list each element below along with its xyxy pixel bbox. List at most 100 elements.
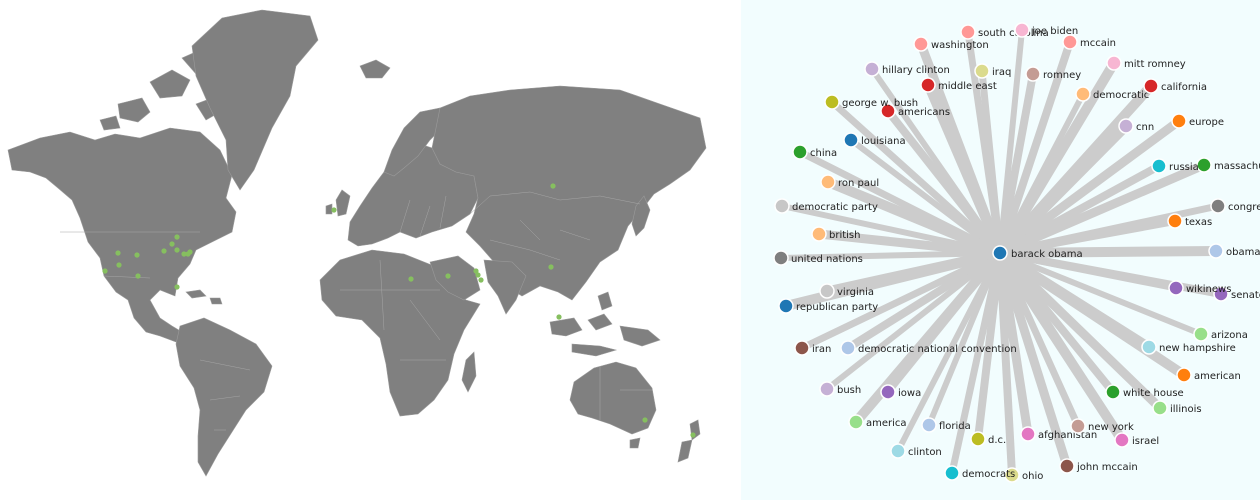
node-circle-china[interactable] [792,144,808,160]
node-circle-clinton[interactable] [890,443,906,459]
node-circle-south-carolina[interactable] [960,24,976,40]
node-circle-russia[interactable] [1151,158,1167,174]
location-dot-new-zealand[interactable] [690,432,696,438]
node-california[interactable]: california [1143,78,1207,94]
node-europe[interactable]: europe [1171,113,1224,129]
node-democratic-national-convention[interactable]: democratic national convention [840,340,1017,356]
node-circle-democratic[interactable] [1075,86,1091,102]
node-afghanistan[interactable]: afghanistan [1020,426,1097,442]
location-dot-united-states[interactable] [134,252,140,258]
location-dot-australia[interactable] [642,417,648,423]
node-iraq[interactable]: iraq [974,63,1011,79]
node-circle-united-nations[interactable] [773,250,789,266]
node-circle-florida[interactable] [921,417,937,433]
node-israel[interactable]: israel [1114,432,1159,448]
node-bush[interactable]: bush [819,381,861,397]
location-dot-united-states[interactable] [174,234,180,240]
location-dot-united-states[interactable] [187,249,193,255]
node-circle-texas[interactable] [1167,213,1183,229]
node-arizona[interactable]: arizona [1193,326,1248,342]
center-node-circle[interactable] [992,245,1008,261]
node-circle-hillary-clinton[interactable] [864,61,880,77]
node-circle-bush[interactable] [819,381,835,397]
node-illinois[interactable]: illinois [1152,400,1202,416]
location-dot-china[interactable] [548,264,554,270]
node-democrats[interactable]: democrats [944,465,1015,481]
location-dot-united-states[interactable] [174,247,180,253]
world-map[interactable] [0,0,740,500]
node-louisiana[interactable]: louisiana [843,132,906,148]
location-dot-united-states[interactable] [115,250,121,256]
node-washington[interactable]: washington [913,36,989,52]
node-circle-george-w-bush[interactable] [824,94,840,110]
location-dot-russia[interactable] [550,183,556,189]
node-circle-new-york[interactable] [1070,418,1086,434]
node-circle-mccain[interactable] [1062,34,1078,50]
node-ron-paul[interactable]: ron paul [820,174,879,190]
node-circle-israel[interactable] [1114,432,1130,448]
node-circle-california[interactable] [1143,78,1159,94]
location-dot-united-states[interactable] [116,262,122,268]
node-circle-middle-east[interactable] [920,77,936,93]
node-circle-mitt-romney[interactable] [1106,55,1122,71]
node-circle-d-c[interactable] [970,431,986,447]
node-new-york[interactable]: new york [1070,418,1134,434]
node-john-mccain[interactable]: john mccain [1059,458,1138,474]
node-circle-congress[interactable] [1210,198,1226,214]
node-china[interactable]: china [792,144,837,160]
node-mitt-romney[interactable]: mitt romney [1106,55,1186,71]
location-dot-vietnam[interactable] [556,314,562,320]
node-new-hampshire[interactable]: new hampshire [1141,339,1236,355]
node-circle-new-hampshire[interactable] [1141,339,1157,355]
node-mccain[interactable]: mccain [1062,34,1116,50]
node-d-c[interactable]: d.c. [970,431,1006,447]
node-joe-biden[interactable]: joe biden [1014,22,1078,38]
node-congress[interactable]: congress [1210,198,1260,214]
location-dot-iraq[interactable] [445,273,451,279]
node-hillary-clinton[interactable]: hillary clinton [864,61,950,77]
node-virginia[interactable]: virginia [819,283,874,299]
node-circle-white-house[interactable] [1105,384,1121,400]
center-node[interactable]: barack obama [992,245,1083,261]
node-circle-cnn[interactable] [1118,118,1134,134]
node-wikinews[interactable]: wikinews [1168,280,1231,296]
location-dot-united-states[interactable] [161,248,167,254]
location-dot-united-states[interactable] [181,251,187,257]
node-circle-americans[interactable] [880,103,896,119]
node-circle-iowa[interactable] [880,384,896,400]
node-clinton[interactable]: clinton [890,443,942,459]
node-america[interactable]: america [848,414,907,430]
node-white-house[interactable]: white house [1105,384,1184,400]
node-ohio[interactable]: ohio [1004,467,1043,483]
node-circle-democrats[interactable] [944,465,960,481]
node-democratic-party[interactable]: democratic party [774,198,878,214]
node-americans[interactable]: americans [880,103,950,119]
node-circle-ohio[interactable] [1004,467,1020,483]
node-obama[interactable]: obama [1208,243,1260,259]
node-circle-democratic-party[interactable] [774,198,790,214]
node-united-nations[interactable]: united nations [773,250,863,266]
node-republican-party[interactable]: republican party [778,298,878,314]
node-circle-republican-party[interactable] [778,298,794,314]
node-south-carolina[interactable]: south carolina [960,24,1049,40]
node-circle-iraq[interactable] [974,63,990,79]
node-romney[interactable]: romney [1025,66,1081,82]
node-circle-europe[interactable] [1171,113,1187,129]
node-circle-massachusetts[interactable] [1196,157,1212,173]
node-circle-iran[interactable] [794,340,810,356]
node-florida[interactable]: florida [921,417,971,433]
location-dot-united-states[interactable] [102,268,108,274]
node-texas[interactable]: texas [1167,213,1212,229]
node-circle-senate[interactable] [1213,286,1229,302]
node-circle-john-mccain[interactable] [1059,458,1075,474]
node-circle-louisiana[interactable] [843,132,859,148]
node-circle-wikinews[interactable] [1168,280,1184,296]
node-russia[interactable]: russia [1151,158,1199,174]
node-democratic[interactable]: democratic [1075,86,1149,102]
entity-graph-panel[interactable]: john mccain ohio democrats clinton israel afg… [741,0,1260,500]
location-dot-pakistan[interactable] [475,272,481,278]
location-dot-united-states[interactable] [135,273,141,279]
node-circle-american[interactable] [1176,367,1192,383]
node-iran[interactable]: iran [794,340,831,356]
location-dot-israel[interactable] [408,276,414,282]
